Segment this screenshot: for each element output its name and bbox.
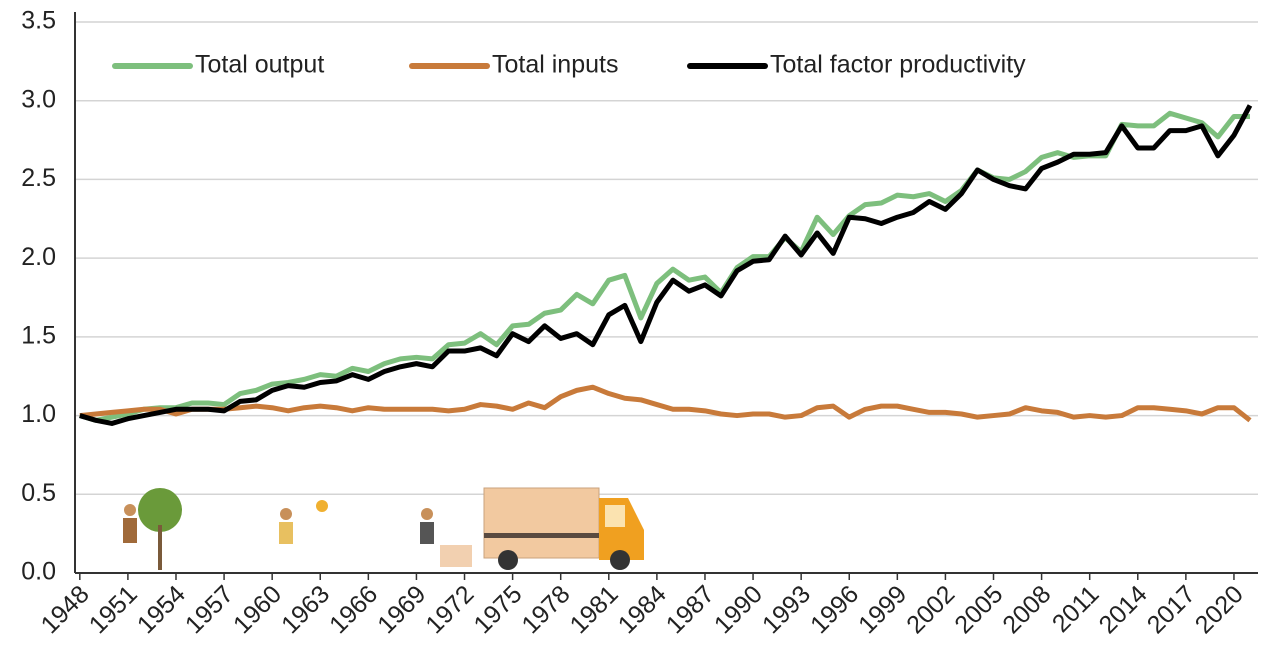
x-tick-label: 2011 xyxy=(1047,580,1105,638)
series-line xyxy=(80,105,1250,423)
x-tick-label: 2008 xyxy=(997,580,1056,639)
x-tick-label: 1999 xyxy=(853,580,912,639)
x-tick-label: 1954 xyxy=(132,580,191,639)
x-tick-label: 1960 xyxy=(228,580,287,639)
y-tick-label: 3.0 xyxy=(21,85,56,113)
x-tick-label: 1963 xyxy=(276,580,335,639)
y-tick-label: 0.5 xyxy=(21,479,56,507)
x-tick-label: 1969 xyxy=(372,580,431,639)
x-tick-label: 2014 xyxy=(1094,580,1153,639)
x-tick-label: 1996 xyxy=(805,580,864,639)
x-tick-label: 1951 xyxy=(84,580,143,639)
y-tick-label: 2.5 xyxy=(21,164,56,192)
illustration xyxy=(123,488,644,570)
y-tick-label: 1.0 xyxy=(21,400,56,428)
x-tick-label: 1993 xyxy=(757,580,816,639)
x-tick-label: 2017 xyxy=(1142,580,1201,639)
legend-label: Total factor productivity xyxy=(770,51,1026,79)
legend-label: Total inputs xyxy=(492,51,618,79)
x-tick-label: 1990 xyxy=(709,580,768,639)
x-tick-label: 2002 xyxy=(901,580,960,639)
x-tick-label: 1981 xyxy=(565,580,624,639)
legend-label: Total output xyxy=(195,51,324,79)
y-tick-label: 0.0 xyxy=(21,558,56,586)
x-tick-label: 1987 xyxy=(661,580,720,639)
y-tick-label: 3.5 xyxy=(21,7,56,35)
x-tick-label: 1966 xyxy=(324,580,383,639)
y-tick-label: 2.0 xyxy=(21,243,56,271)
page: 0.0 0.5 1.0 1.5 2.0 2.5 3.0 3.5 1948195119541957… xyxy=(0,0,1265,658)
x-tick-label: 1975 xyxy=(468,580,527,639)
series-line xyxy=(80,113,1250,420)
x-tick-label: 2005 xyxy=(949,580,1008,639)
x-tick-label: 1972 xyxy=(420,580,479,639)
x-tick-label: 1978 xyxy=(516,580,575,639)
chart: 0.0 0.5 1.0 1.5 2.0 2.5 3.0 3.5 1948195119541957… xyxy=(0,0,1265,658)
x-tick-label: 1948 xyxy=(36,580,95,639)
x-tick-label: 1984 xyxy=(613,580,672,639)
y-tick-label: 1.5 xyxy=(21,321,56,349)
x-tick-label: 2020 xyxy=(1190,580,1249,639)
x-tick-label: 1957 xyxy=(180,580,239,639)
